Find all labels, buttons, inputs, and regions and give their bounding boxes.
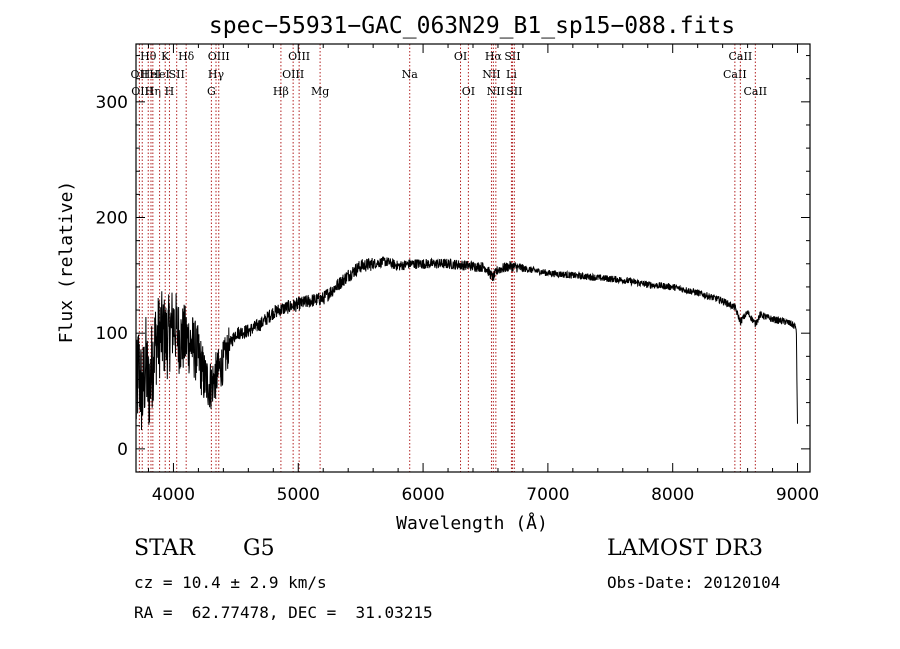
line-marker-label: Na xyxy=(402,68,419,81)
y-axis-label: Flux (relative) xyxy=(56,181,77,344)
line-marker-label: CaII xyxy=(743,85,767,98)
subclass: G5 xyxy=(243,536,275,561)
line-marker-label: OIII xyxy=(208,50,230,63)
line-marker-label: NII xyxy=(487,85,505,98)
y-tick-label: 0 xyxy=(117,440,128,460)
line-marker-label: G xyxy=(207,85,216,98)
redshift-line: cz = 10.4 ± 2.9 km/s xyxy=(134,573,327,592)
line-marker-label: Hγ xyxy=(208,68,225,81)
line-marker-label: OIII xyxy=(131,85,153,98)
line-marker-label: OII xyxy=(131,68,149,81)
line-marker-label: OI xyxy=(454,50,467,63)
x-tick-label: 4000 xyxy=(152,485,195,505)
line-marker-label: Hβ xyxy=(273,85,289,98)
line-marker-label: CaII xyxy=(729,50,753,63)
line-marker-label: OIII xyxy=(288,50,310,63)
y-tick-label: 300 xyxy=(96,93,128,113)
line-marker-label: OI xyxy=(462,85,475,98)
obs-date: Obs-Date: 20120104 xyxy=(607,573,781,592)
x-tick-label: 9000 xyxy=(776,485,819,505)
coordinates: RA = 62.77478, DEC = 31.03215 xyxy=(134,603,433,622)
line-marker-label: SII xyxy=(504,50,520,63)
line-marker-label: Hη xyxy=(145,85,161,98)
line-marker-label: Li xyxy=(506,68,517,81)
x-axis-label: Wavelength (Å) xyxy=(396,512,548,534)
line-marker-label: NII xyxy=(482,68,500,81)
line-marker-label: K xyxy=(161,50,170,63)
line-marker-label: CaII xyxy=(723,68,747,81)
axes: 4000 5000 6000 7000 8000 9000 0 100 200 300 xyxy=(96,44,819,505)
x-tick-label: 8000 xyxy=(651,485,694,505)
line-marker-label: H xyxy=(165,85,175,98)
line-marker-label: Hδ xyxy=(178,50,195,63)
survey-label: LAMOST DR3 xyxy=(607,536,763,561)
line-marker-label: Hα xyxy=(485,50,503,63)
y-tick-label: 100 xyxy=(96,324,128,344)
line-marker-label: Mg xyxy=(311,85,329,98)
spectrum-line xyxy=(135,256,798,431)
y-tick-label: 200 xyxy=(96,209,128,229)
x-tick-label: 6000 xyxy=(401,485,444,505)
flux-series-line xyxy=(135,256,798,431)
x-tick-label: 5000 xyxy=(277,485,320,505)
line-markers: OIIOIIIHθHeIHηHeIKHSIIHδGHγOIIIHβOIIIOII… xyxy=(131,44,767,472)
line-marker-label: OIII xyxy=(282,68,304,81)
x-tick-label: 7000 xyxy=(526,485,569,505)
line-marker-label: SII xyxy=(169,68,185,81)
object-type: STAR xyxy=(134,536,195,561)
chart-title: spec−55931−GAC_063N29_B1_sp15−088.fits xyxy=(209,13,735,39)
line-marker-label: HeI xyxy=(149,68,169,81)
line-marker-label: SII xyxy=(506,85,522,98)
line-marker-label: Hθ xyxy=(140,50,157,63)
line-marker-label: HeI xyxy=(141,68,161,81)
plot-frame xyxy=(135,43,811,473)
